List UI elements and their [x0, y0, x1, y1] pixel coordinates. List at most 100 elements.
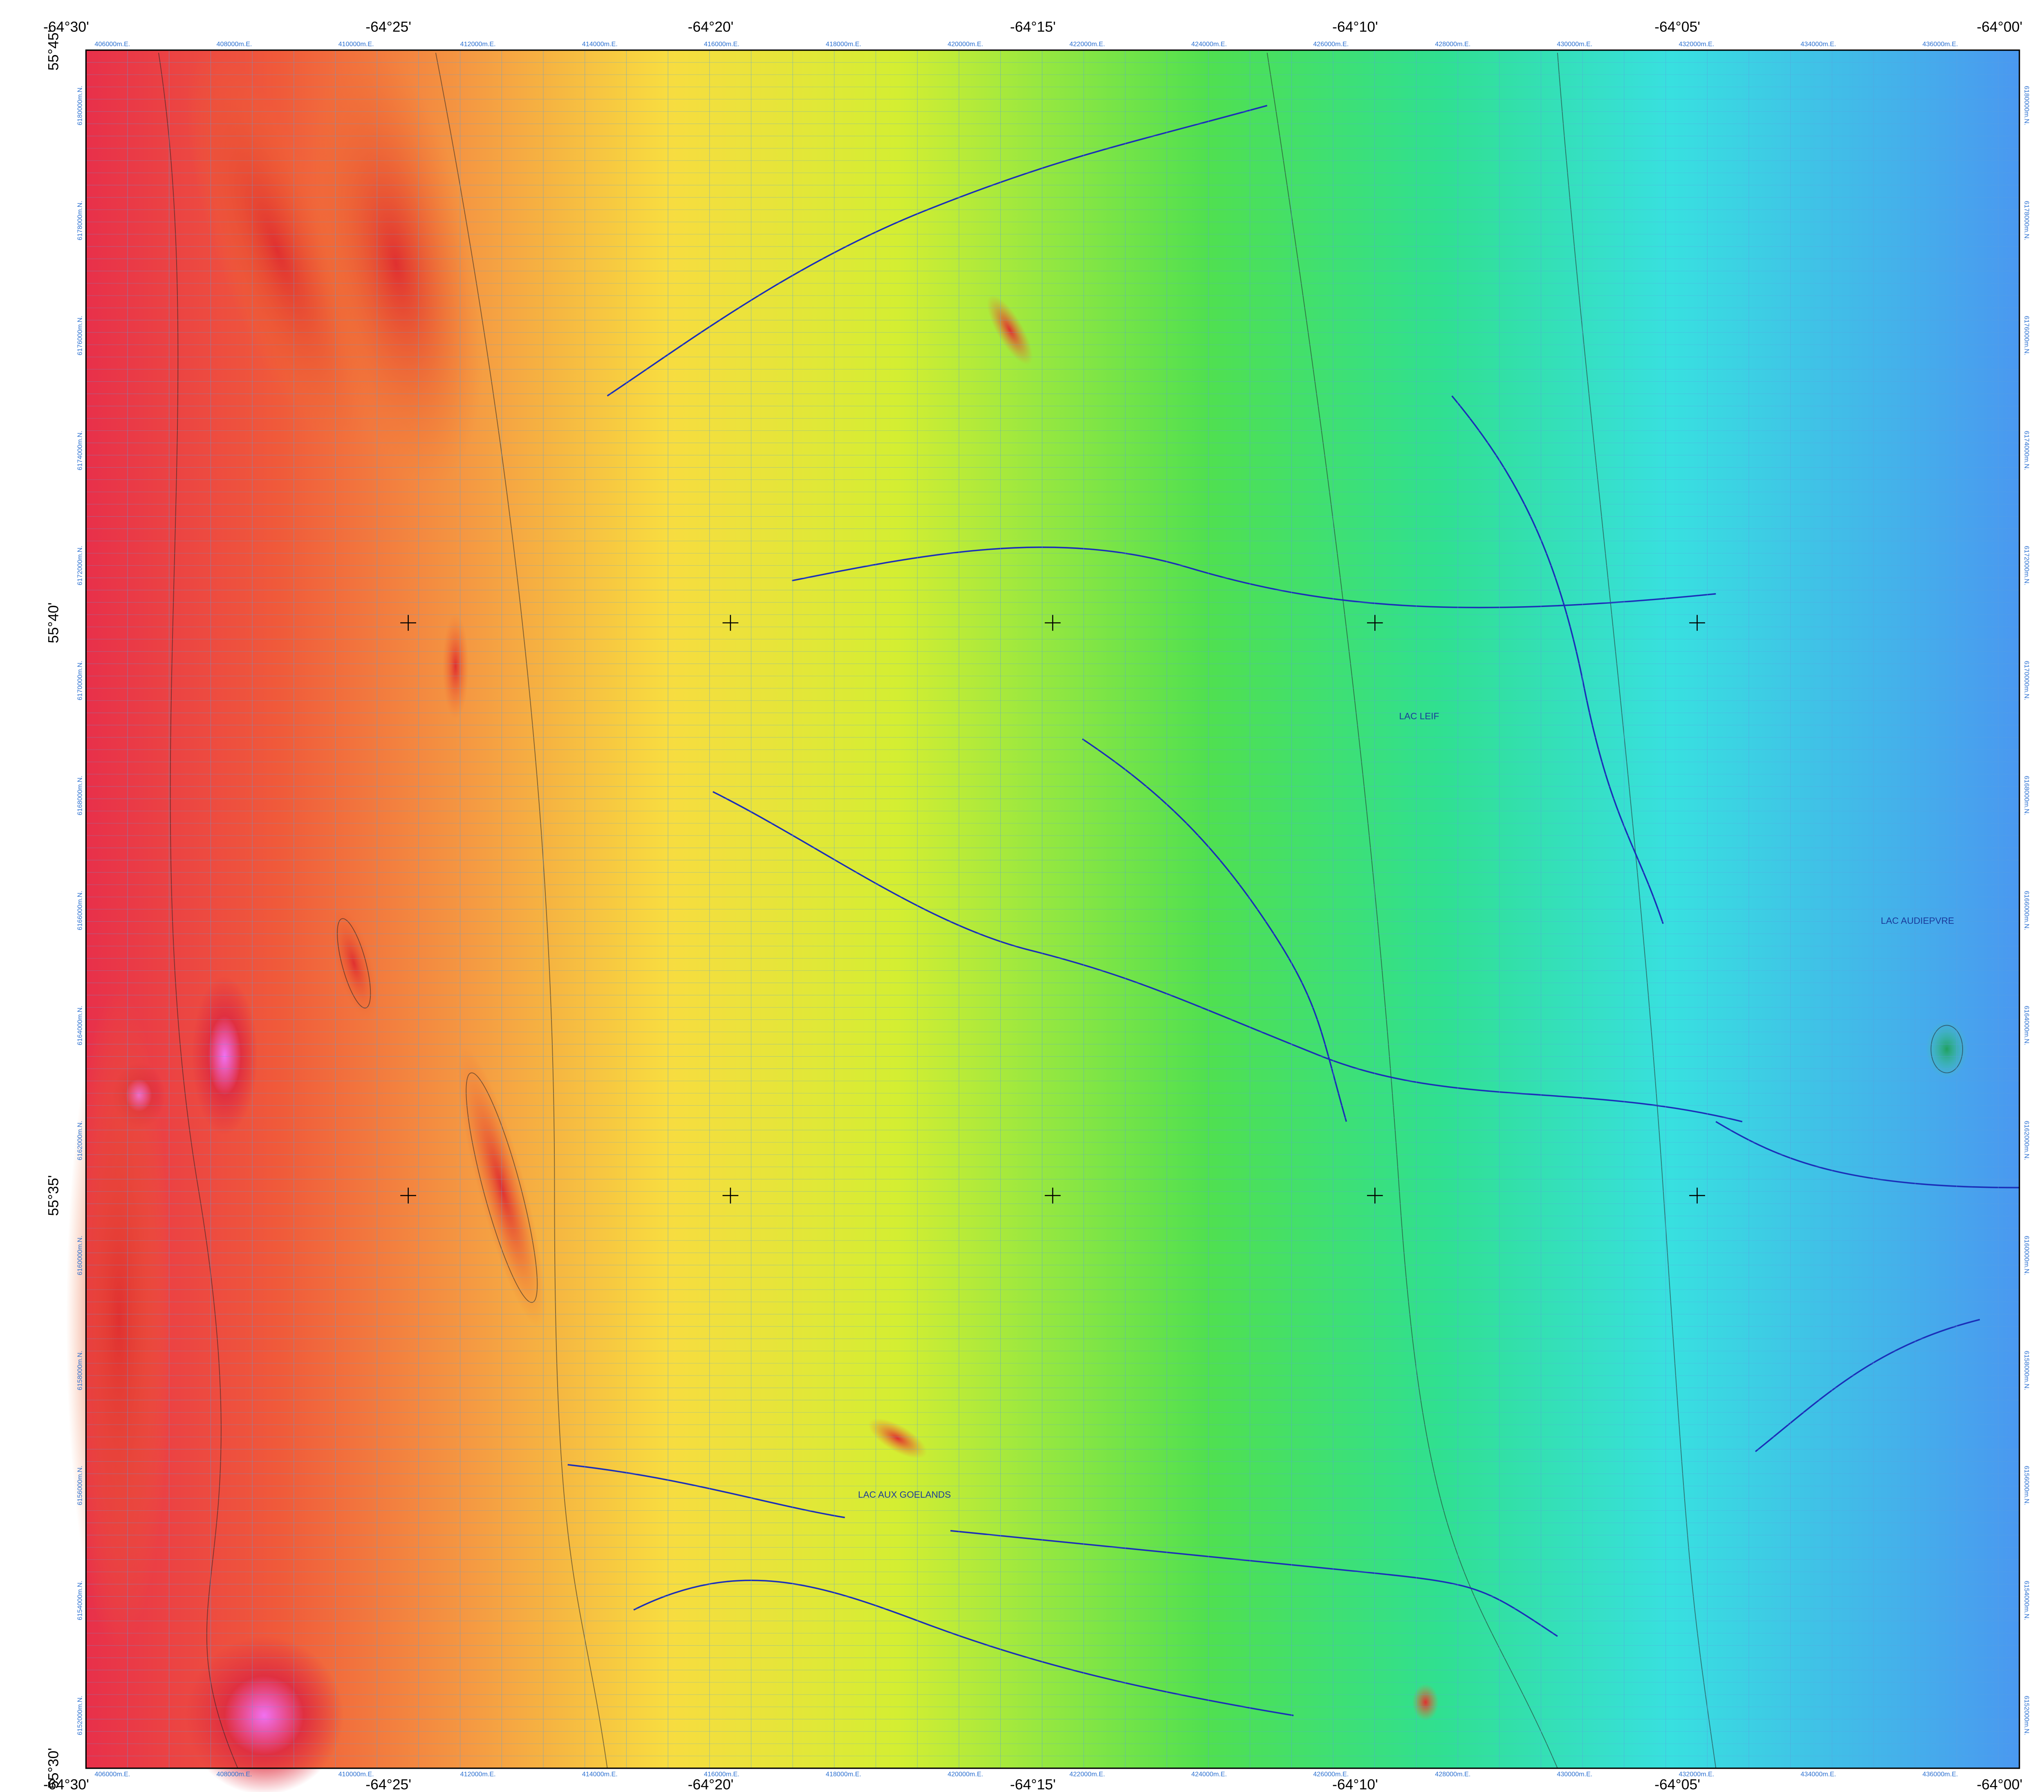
- easting-label: 426000m.E.: [1313, 1770, 1349, 1778]
- latitude-label: 55°30': [45, 1748, 62, 1789]
- easting-label: 406000m.E.: [94, 40, 130, 48]
- longitude-label: -64°20': [688, 18, 734, 35]
- graticule-cross: [400, 615, 416, 631]
- latitude-label: 55°40': [45, 603, 62, 643]
- easting-label: 422000m.E.: [1069, 1770, 1105, 1778]
- northing-label: 6180000m.N.: [76, 86, 84, 125]
- northing-label: 6170000m.N.: [76, 661, 84, 700]
- easting-label: 414000m.E.: [582, 40, 618, 48]
- easting-label: 430000m.E.: [1557, 1770, 1592, 1778]
- contours: [158, 52, 1963, 1769]
- northing-label: 6152000m.N.: [76, 1696, 84, 1735]
- easting-label: 412000m.E.: [460, 40, 496, 48]
- graticule-cross: [722, 1187, 739, 1204]
- easting-label: 432000m.E.: [1679, 40, 1714, 48]
- northing-label: 6162000m.N.: [76, 1121, 84, 1160]
- easting-label: 434000m.E.: [1801, 1770, 1836, 1778]
- northing-label: 6154000m.N.: [2023, 1581, 2031, 1620]
- graticule-cross: [400, 1187, 416, 1204]
- graticule-cross: [1367, 1187, 1383, 1204]
- easting-label: 436000m.E.: [1923, 40, 1958, 48]
- northing-label: 6174000m.N.: [76, 431, 84, 470]
- rivers: [567, 105, 2019, 1716]
- easting-label: 408000m.E.: [217, 1770, 252, 1778]
- northing-label: 6156000m.N.: [2023, 1466, 2031, 1505]
- map-frame: [85, 49, 2020, 1769]
- northing-label: 6178000m.N.: [76, 201, 84, 240]
- easting-label: 432000m.E.: [1679, 1770, 1714, 1778]
- easting-label: 420000m.E.: [948, 1770, 983, 1778]
- longitude-label: -64°30': [43, 18, 89, 35]
- easting-label: 410000m.E.: [338, 1770, 374, 1778]
- northing-label: 6164000m.N.: [2023, 1006, 2031, 1045]
- easting-label: 416000m.E.: [704, 40, 740, 48]
- easting-label: 406000m.E.: [94, 1770, 130, 1778]
- longitude-label: -64°10': [1332, 18, 1378, 35]
- graticule-cross: [722, 615, 739, 631]
- easting-label: 434000m.E.: [1801, 40, 1836, 48]
- northing-label: 6158000m.N.: [76, 1351, 84, 1390]
- easting-label: 418000m.E.: [826, 40, 861, 48]
- easting-label: 426000m.E.: [1313, 40, 1349, 48]
- longitude-label: -64°00': [1977, 1776, 2022, 1792]
- easting-label: 424000m.E.: [1191, 1770, 1227, 1778]
- longitude-label: -64°00': [1977, 18, 2022, 35]
- easting-label: 416000m.E.: [704, 1770, 740, 1778]
- northing-label: 6156000m.N.: [76, 1466, 84, 1505]
- northing-label: 6160000m.N.: [76, 1236, 84, 1275]
- place-label: LAC LEIF: [1399, 711, 1439, 721]
- place-label: LAC AUX GOELANDS: [858, 1490, 951, 1500]
- northing-label: 6164000m.N.: [76, 1006, 84, 1045]
- graticule-cross: [1367, 615, 1383, 631]
- easting-label: 424000m.E.: [1191, 40, 1227, 48]
- northing-label: 6176000m.N.: [2023, 316, 2031, 355]
- northing-label: 6166000m.N.: [2023, 891, 2031, 930]
- northing-label: 6176000m.N.: [76, 316, 84, 355]
- latitude-label: 55°35': [2042, 1175, 2044, 1216]
- place-label: LAC AUDIEPVRE: [1881, 916, 1954, 926]
- northing-label: 6170000m.N.: [2023, 661, 2031, 700]
- easting-label: 428000m.E.: [1435, 40, 1470, 48]
- northing-label: 6172000m.N.: [76, 546, 84, 585]
- northing-label: 6160000m.N.: [2023, 1236, 2031, 1275]
- longitude-label: -64°05': [1654, 18, 1700, 35]
- latitude-label: 55°45': [2042, 30, 2044, 71]
- graticule-cross: [1044, 1187, 1061, 1204]
- northing-label: 6152000m.N.: [2023, 1696, 2031, 1735]
- latitude-label: 55°35': [45, 1175, 62, 1216]
- longitude-label: -64°15': [1010, 1776, 1056, 1792]
- longitude-label: -64°30': [43, 1776, 89, 1792]
- easting-label: 428000m.E.: [1435, 1770, 1470, 1778]
- longitude-label: -64°10': [1332, 1776, 1378, 1792]
- longitude-label: -64°25': [365, 1776, 411, 1792]
- northing-label: 6174000m.N.: [2023, 431, 2031, 470]
- northing-label: 6168000m.N.: [2023, 776, 2031, 815]
- easting-label: 418000m.E.: [826, 1770, 861, 1778]
- easting-label: 410000m.E.: [338, 40, 374, 48]
- northing-label: 6172000m.N.: [2023, 546, 2031, 585]
- longitude-label: -64°05': [1654, 1776, 1700, 1792]
- graticule-cross: [1044, 615, 1061, 631]
- easting-label: 412000m.E.: [460, 1770, 496, 1778]
- latitude-label: 55°45': [45, 30, 62, 71]
- easting-label: 436000m.E.: [1923, 1770, 1958, 1778]
- longitude-label: -64°15': [1010, 18, 1056, 35]
- easting-label: 414000m.E.: [582, 1770, 618, 1778]
- latitude-label: 55°30': [2042, 1748, 2044, 1789]
- easting-label: 408000m.E.: [217, 40, 252, 48]
- northing-label: 6158000m.N.: [2023, 1351, 2031, 1390]
- northing-label: 6154000m.N.: [76, 1581, 84, 1620]
- northing-label: 6180000m.N.: [2023, 86, 2031, 125]
- latitude-label: 55°40': [2042, 603, 2044, 643]
- northing-label: 6162000m.N.: [2023, 1121, 2031, 1160]
- utm-grid: [85, 50, 2019, 1769]
- easting-label: 430000m.E.: [1557, 40, 1592, 48]
- northing-label: 6166000m.N.: [76, 891, 84, 930]
- graticule-cross: [1689, 615, 1705, 631]
- longitude-label: -64°25': [365, 18, 411, 35]
- easting-label: 420000m.E.: [948, 40, 983, 48]
- northing-label: 6168000m.N.: [76, 776, 84, 815]
- northing-label: 6178000m.N.: [2023, 201, 2031, 240]
- easting-label: 422000m.E.: [1069, 40, 1105, 48]
